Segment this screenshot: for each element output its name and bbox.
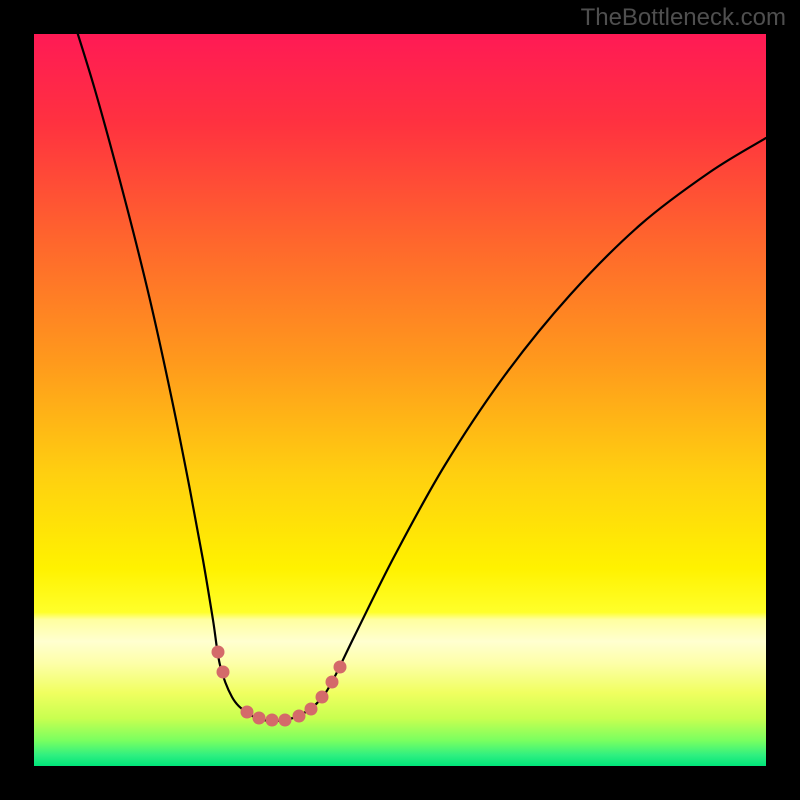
gradient-background	[34, 34, 766, 766]
curve-marker	[212, 646, 225, 659]
curve-marker	[334, 661, 347, 674]
curve-marker	[279, 714, 292, 727]
plot-area	[34, 34, 766, 766]
curve-marker	[253, 712, 266, 725]
chart-container: TheBottleneck.com	[0, 0, 800, 800]
curve-marker	[293, 710, 306, 723]
curve-marker	[241, 706, 254, 719]
bottleneck-chart	[34, 34, 766, 766]
curve-marker	[266, 714, 279, 727]
watermark-text: TheBottleneck.com	[581, 4, 786, 32]
curve-marker	[217, 666, 230, 679]
curve-marker	[326, 676, 339, 689]
curve-marker	[305, 703, 318, 716]
curve-marker	[316, 691, 329, 704]
